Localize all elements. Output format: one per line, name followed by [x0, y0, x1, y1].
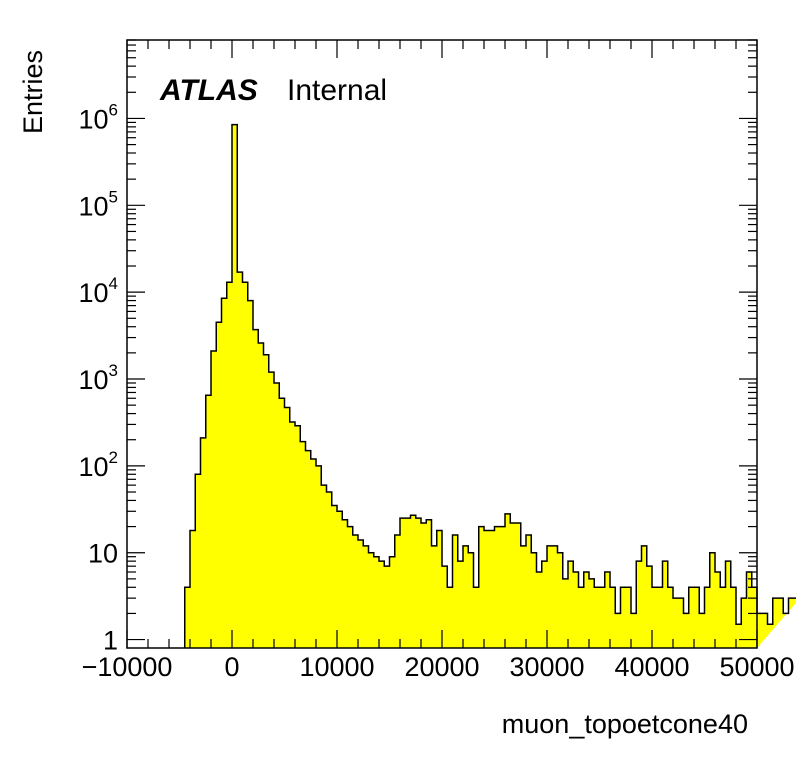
x-axis-ticks: [126, 40, 758, 648]
y-axis-tick-labels: 1 10 102 103 104 105 106: [78, 100, 118, 655]
x-tick-label: 0: [224, 652, 239, 682]
x-tick-label: 20000: [404, 652, 479, 682]
y-tick-label: 102: [78, 448, 118, 482]
atlas-label: ATLAS: [159, 74, 258, 107]
y-tick-label: 10: [88, 539, 118, 569]
internal-label: Internal: [287, 74, 387, 107]
y-tick-label: 105: [78, 187, 118, 221]
y-tick-label: 1: [103, 626, 118, 656]
x-axis-label: muon_topoetcone40: [502, 709, 748, 739]
x-tick-label: 50000: [719, 652, 794, 682]
y-axis-ticks: [127, 39, 757, 641]
x-axis-tick-labels: −10000 0 10000 20000 30000 40000 50000: [82, 652, 795, 682]
y-tick-label: 104: [78, 274, 118, 308]
x-tick-label: 30000: [509, 652, 584, 682]
x-tick-label: 40000: [614, 652, 689, 682]
histogram-fill: [127, 124, 796, 648]
y-axis-label: Entries: [18, 50, 48, 134]
x-tick-label: 10000: [299, 652, 374, 682]
x-tick-label: −10000: [82, 652, 173, 682]
y-tick-label: 103: [78, 361, 118, 395]
histogram-outline: [184, 123, 796, 648]
y-tick-label: 106: [78, 100, 118, 134]
